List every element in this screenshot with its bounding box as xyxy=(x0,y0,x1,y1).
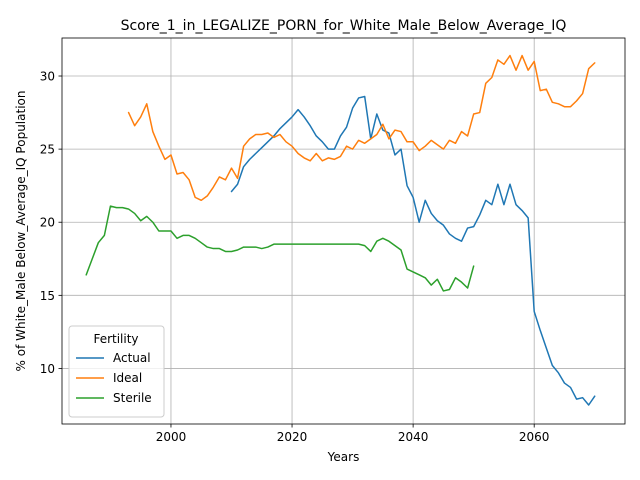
y-tick-label: 15 xyxy=(40,289,55,303)
y-tick-label: 25 xyxy=(40,143,55,157)
legend-label-actual: Actual xyxy=(113,351,151,365)
grid xyxy=(62,38,625,424)
legend: Fertility Actual Ideal Sterile xyxy=(68,325,165,418)
x-tick-label: 2020 xyxy=(277,430,308,444)
series-line-ideal xyxy=(127,54,596,202)
legend-title: Fertility xyxy=(93,332,138,346)
plot-frame xyxy=(61,37,626,425)
series-lines xyxy=(85,54,596,406)
series-line-actual xyxy=(230,95,596,406)
legend-label-sterile: Sterile xyxy=(113,391,152,405)
y-tick-label: 30 xyxy=(40,70,55,84)
series-line-sterile xyxy=(85,205,475,292)
chart-title: Score_1_in_LEGALIZE_PORN_for_White_Male_… xyxy=(121,18,567,34)
legend-label-ideal: Ideal xyxy=(113,371,142,385)
y-tick-label: 20 xyxy=(40,216,55,230)
legend-box xyxy=(68,325,165,418)
legend-items: Actual Ideal Sterile xyxy=(76,351,152,405)
x-tick-label: 2000 xyxy=(156,430,187,444)
y-tick-label: 10 xyxy=(40,362,55,376)
ticks: 2000 2020 2040 2060 10 15 20 25 30 xyxy=(40,70,550,444)
y-axis-label: % of White_Male Below_Average_IQ Populat… xyxy=(14,91,28,372)
x-axis-label: Years xyxy=(327,450,360,464)
x-tick-label: 2060 xyxy=(519,430,550,444)
x-tick-label: 2040 xyxy=(398,430,429,444)
